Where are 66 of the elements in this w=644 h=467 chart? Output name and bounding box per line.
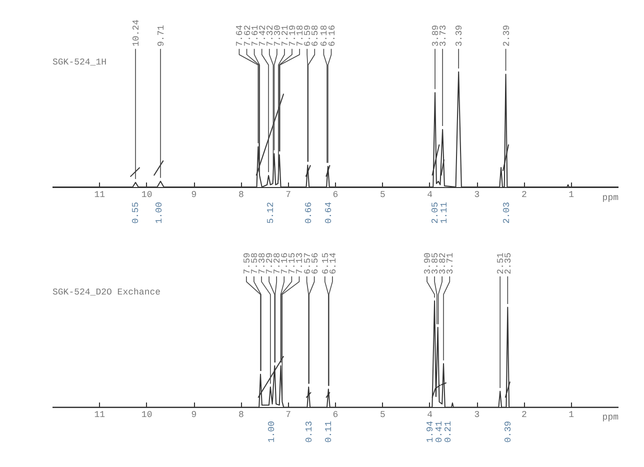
text: 1.11 [440, 202, 450, 224]
x-tick-label: 10 [141, 190, 152, 200]
annotation: 6.57 [302, 252, 313, 274]
x-tick-label: 7 [286, 410, 292, 420]
text: 0.64 [324, 202, 334, 224]
x-axis-title: ppm [602, 192, 618, 203]
x-tick-label: 1 [568, 190, 574, 200]
annotation: 6.15 [320, 252, 331, 274]
annotation: 7.38 [257, 252, 268, 274]
x-tick-label: 6 [332, 190, 338, 200]
annotation: 6.14 [328, 252, 338, 274]
annotation: 7.42 [258, 24, 268, 47]
annotation: 3.39 [454, 24, 465, 47]
x-tick-label: 6 [332, 410, 338, 420]
x-tick-label: 3 [474, 190, 480, 200]
x-tick-label: 2 [521, 190, 527, 200]
annotation: 6.58 [310, 24, 321, 47]
x-tick-label: 5 [380, 190, 386, 200]
x-tick-label: 9 [191, 410, 197, 420]
annotation: 6.56 [310, 252, 320, 274]
x-axis-title: ppm [602, 412, 618, 423]
annotation: 3.71 [446, 252, 456, 274]
annotation: 7.32 [265, 24, 276, 47]
annotation: 7.30 [272, 24, 283, 47]
x-tick-label: 11 [94, 190, 106, 200]
annotation: 10.24 [132, 20, 142, 47]
text: 2.05 [430, 202, 441, 224]
x-tick-label: 4 [427, 190, 433, 200]
annotation: 6.16 [327, 24, 338, 47]
x-tick-label: 7 [286, 190, 292, 200]
annotation: 7.62 [242, 24, 253, 47]
annotation: 7.59 [242, 252, 252, 274]
chart-title: SGK-524_1H [52, 58, 107, 68]
x-tick-label: 10 [141, 410, 152, 420]
x-tick-label: 11 [94, 410, 106, 420]
annotation: 7.61 [250, 24, 260, 47]
x-tick-label: 8 [238, 410, 244, 420]
x-tick-label: 3 [474, 410, 480, 420]
annotation: 6.18 [320, 24, 330, 47]
annotation: 7.64 [235, 24, 246, 47]
text: 0.39 [504, 421, 514, 443]
text: 0.11 [324, 421, 334, 443]
x-tick-label: 2 [521, 410, 527, 420]
x-tick-label: 8 [238, 190, 244, 200]
annotation: 2.35 [504, 252, 514, 274]
text: 5.12 [266, 202, 276, 224]
chart-title: SGK-524_D2O Exchance [52, 287, 161, 298]
text: 0.66 [304, 202, 314, 224]
text: 1.00 [154, 202, 165, 224]
x-tick-label: 4 [427, 410, 433, 420]
text: 0.13 [304, 421, 315, 443]
x-tick-label: 1 [568, 410, 574, 420]
text: 1.00 [266, 421, 277, 443]
annotation: 7.58 [250, 252, 260, 274]
text: 0.41 [434, 421, 445, 443]
annotation: 7.13 [295, 252, 306, 274]
annotation: 3.73 [438, 24, 449, 47]
text: 0.21 [444, 421, 454, 443]
x-tick-label: 9 [191, 190, 197, 200]
annotation: 2.39 [502, 24, 512, 47]
text: 0.55 [131, 202, 142, 224]
annotation: 7.21 [280, 24, 290, 47]
text: 1.94 [426, 421, 436, 443]
x-tick-label: 5 [380, 410, 386, 420]
annotation: 9.71 [156, 24, 167, 47]
text: 2.03 [502, 202, 512, 224]
